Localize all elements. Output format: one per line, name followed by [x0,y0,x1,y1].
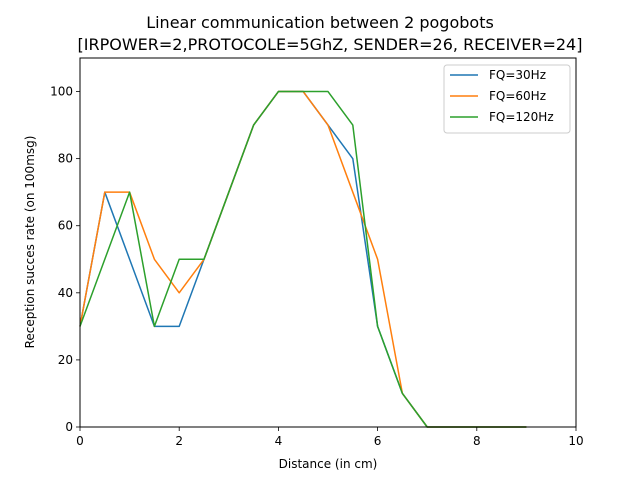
x-tick-label: 10 [568,434,583,448]
chart-subtitle: [IRPOWER=2,PROTOCOLE=5GhZ, SENDER=26, RE… [78,35,583,54]
y-tick-label: 80 [58,152,73,166]
y-tick-label: 0 [65,420,73,434]
plot-area [79,57,577,428]
plot-frame [79,57,577,428]
series-line-3 [79,90,527,428]
y-tick-label: 100 [50,85,73,99]
y-tick-label: 40 [58,286,73,300]
legend: FQ=30Hz FQ=60Hz FQ=120Hz [443,64,571,134]
x-axis-label: Distance (in cm) [279,457,378,471]
series-line-2 [79,90,527,428]
y-tick-label: 20 [58,353,73,367]
legend-label-3: FQ=120Hz [489,110,554,124]
legend-label-2: FQ=60Hz [489,89,546,103]
series-layer [79,90,527,428]
x-tick-label: 4 [275,434,283,448]
x-tick-label: 6 [374,434,382,448]
y-tick-label: 60 [58,219,73,233]
legend-box [443,64,571,134]
legend-label-1: FQ=30Hz [489,68,546,82]
y-axis-label: Reception succes rate (on 100msg) [23,136,37,349]
x-tick-label: 8 [473,434,481,448]
x-tick-label: 2 [175,434,183,448]
chart-title: Linear communication between 2 pogobots [146,13,494,32]
x-tick-label: 0 [76,434,84,448]
series-line-1 [79,90,527,428]
x-axis: 0 2 4 6 8 10 [76,427,584,448]
y-axis: 0 20 40 60 80 100 [50,85,80,434]
